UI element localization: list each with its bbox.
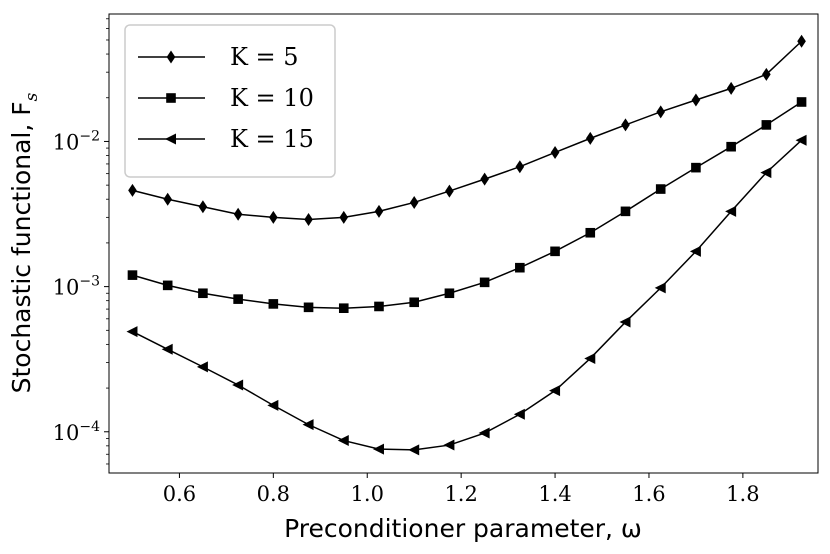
data-point bbox=[760, 167, 772, 179]
series-line bbox=[132, 139, 803, 451]
data-point bbox=[795, 134, 807, 146]
data-point bbox=[726, 141, 736, 152]
legend-marker bbox=[166, 50, 176, 64]
data-point bbox=[162, 280, 173, 291]
data-point bbox=[619, 316, 631, 328]
x-tick-label: 0.8 bbox=[257, 482, 290, 506]
data-point bbox=[443, 439, 455, 451]
data-point bbox=[445, 184, 454, 198]
data-point bbox=[232, 379, 244, 391]
data-point bbox=[585, 227, 596, 238]
data-point bbox=[303, 302, 314, 313]
data-point bbox=[725, 205, 737, 217]
data-point bbox=[691, 162, 701, 173]
data-point bbox=[233, 207, 243, 221]
x-tick-label: 1.4 bbox=[538, 482, 571, 506]
y-tick-label: 10−3 bbox=[53, 274, 100, 300]
data-point bbox=[689, 245, 701, 257]
data-point bbox=[478, 427, 490, 439]
data-point bbox=[621, 118, 630, 132]
series-1 bbox=[127, 97, 807, 314]
data-point bbox=[620, 206, 631, 217]
data-point bbox=[654, 282, 666, 294]
data-point bbox=[127, 270, 138, 280]
legend-label: K = 15 bbox=[230, 125, 314, 153]
y-axis-label-text: Stochastic functional, F bbox=[7, 101, 36, 393]
data-point bbox=[161, 343, 173, 355]
data-point bbox=[691, 93, 701, 107]
data-point bbox=[128, 183, 137, 197]
legend-entry-1: K = 10 bbox=[138, 84, 314, 112]
data-point bbox=[268, 299, 279, 309]
data-point bbox=[550, 246, 560, 257]
legend-label: K = 5 bbox=[230, 43, 299, 71]
y-axis-label: Stochastic functional, Fs bbox=[7, 92, 42, 393]
x-tick-label: 0.6 bbox=[163, 482, 196, 506]
data-point bbox=[374, 204, 384, 218]
data-point bbox=[338, 303, 349, 314]
data-point bbox=[408, 444, 420, 456]
legend-marker bbox=[165, 133, 176, 145]
data-point bbox=[198, 288, 208, 299]
legend-entry-0: K = 5 bbox=[138, 43, 299, 71]
data-point bbox=[480, 172, 489, 186]
data-point bbox=[515, 160, 525, 174]
series-line bbox=[132, 40, 803, 221]
data-point bbox=[549, 385, 561, 397]
data-point bbox=[444, 288, 455, 299]
legend: K = 5 K = 10 K = 15 bbox=[124, 24, 336, 178]
series-0 bbox=[128, 34, 806, 226]
data-point bbox=[479, 277, 490, 288]
data-point bbox=[374, 301, 384, 312]
data-point bbox=[655, 184, 666, 194]
data-point bbox=[409, 297, 419, 308]
data-point bbox=[409, 195, 419, 209]
x-tick-label: 1.8 bbox=[726, 482, 759, 506]
data-point bbox=[126, 326, 138, 338]
data-point bbox=[797, 34, 806, 48]
data-point bbox=[304, 212, 313, 226]
data-point bbox=[198, 200, 208, 214]
plot-frame bbox=[108, 13, 819, 474]
series-layer bbox=[126, 34, 807, 456]
series-line bbox=[132, 101, 802, 309]
data-point bbox=[339, 210, 349, 224]
legend-label: K = 10 bbox=[230, 84, 314, 112]
data-point bbox=[267, 399, 279, 411]
data-point bbox=[233, 294, 243, 304]
y-tick-label: 10−4 bbox=[53, 419, 100, 445]
x-tick-label: 1.2 bbox=[444, 482, 477, 506]
legend-marker bbox=[166, 93, 176, 103]
data-point bbox=[163, 192, 172, 206]
x-axis-label: Preconditioner parameter, ω bbox=[284, 514, 642, 543]
data-point bbox=[513, 408, 525, 420]
data-point bbox=[726, 81, 736, 95]
data-point bbox=[302, 419, 314, 431]
data-point bbox=[656, 105, 666, 119]
data-point bbox=[796, 97, 807, 107]
y-tick-label: 10−2 bbox=[53, 128, 100, 154]
legend-entry-2: K = 15 bbox=[138, 125, 314, 153]
x-tick-label: 1.6 bbox=[632, 482, 665, 506]
data-point bbox=[584, 352, 596, 364]
data-point bbox=[196, 361, 208, 373]
data-point bbox=[762, 67, 771, 81]
data-point bbox=[337, 435, 349, 447]
series-2 bbox=[126, 134, 807, 456]
x-tick-label: 1.0 bbox=[351, 482, 384, 506]
data-point bbox=[372, 443, 384, 455]
data-point bbox=[761, 120, 772, 130]
data-point bbox=[269, 210, 278, 224]
data-point bbox=[585, 131, 595, 145]
y-axis-label-subscript: s bbox=[22, 92, 42, 101]
data-point bbox=[550, 145, 560, 159]
ticks-layer: 0.6 0.8 1.0 1.2 1.4 1.6 1.8 10−4 10−3 10−2 bbox=[53, 18, 760, 506]
data-point bbox=[515, 262, 525, 273]
